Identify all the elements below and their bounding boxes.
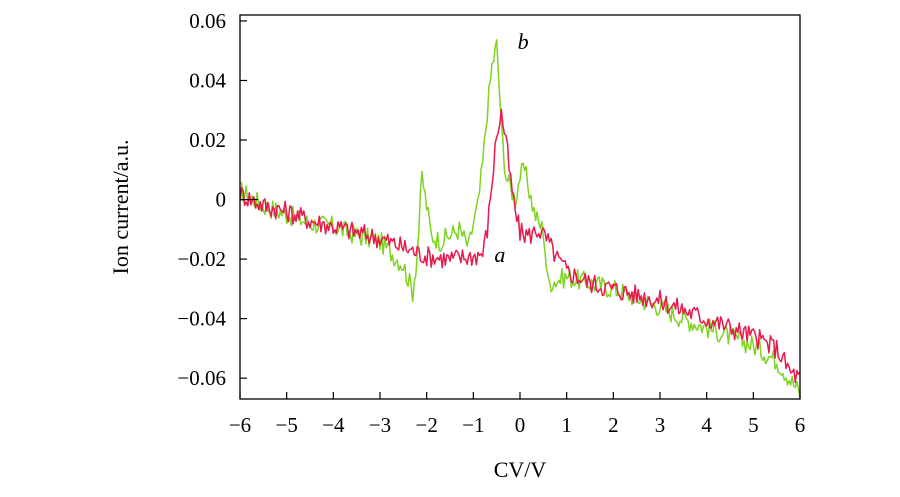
x-tick-label: 0	[515, 413, 526, 437]
x-tick-label: −3	[369, 413, 391, 437]
series-line-b	[239, 39, 801, 398]
x-tick-label: 6	[795, 413, 806, 437]
plot-lines	[239, 39, 801, 398]
y-tick-label: 0.06	[189, 9, 226, 33]
y-tick-label: −0.02	[177, 247, 226, 271]
y-tick-label: −0.06	[177, 366, 226, 390]
x-tick-label: 1	[561, 413, 572, 437]
x-tick-label: 3	[655, 413, 666, 437]
y-tick-label: 0.02	[189, 128, 226, 152]
x-tick-label: 5	[748, 413, 759, 437]
series-label-b: b	[518, 29, 529, 54]
series-line-a	[239, 108, 801, 384]
y-axis-label: Ion current/a.u.	[108, 140, 133, 275]
plot-frame	[239, 14, 801, 400]
x-tick-label: −6	[229, 413, 251, 437]
x-tick-label: 4	[701, 413, 712, 437]
x-tick-label: −2	[415, 413, 437, 437]
x-tick-label: 2	[608, 413, 619, 437]
series-label-a: a	[494, 242, 505, 267]
x-tick-label: −1	[462, 413, 484, 437]
x-tick-label: −4	[322, 413, 345, 437]
y-tick-label: −0.04	[177, 307, 226, 331]
x-tick-label: −5	[275, 413, 297, 437]
y-axis-ticks: 0.06 0.04 0.02 0 −0.02 −0.04 −0.06	[177, 9, 247, 390]
x-axis-ticks: −6 −5 −4 −3 −2 −1 0 1 2 3 4 5 6	[229, 392, 805, 437]
y-tick-label: 0.04	[189, 68, 226, 92]
x-axis-label: CV/V	[494, 457, 547, 482]
y-tick-label: 0	[216, 188, 227, 212]
